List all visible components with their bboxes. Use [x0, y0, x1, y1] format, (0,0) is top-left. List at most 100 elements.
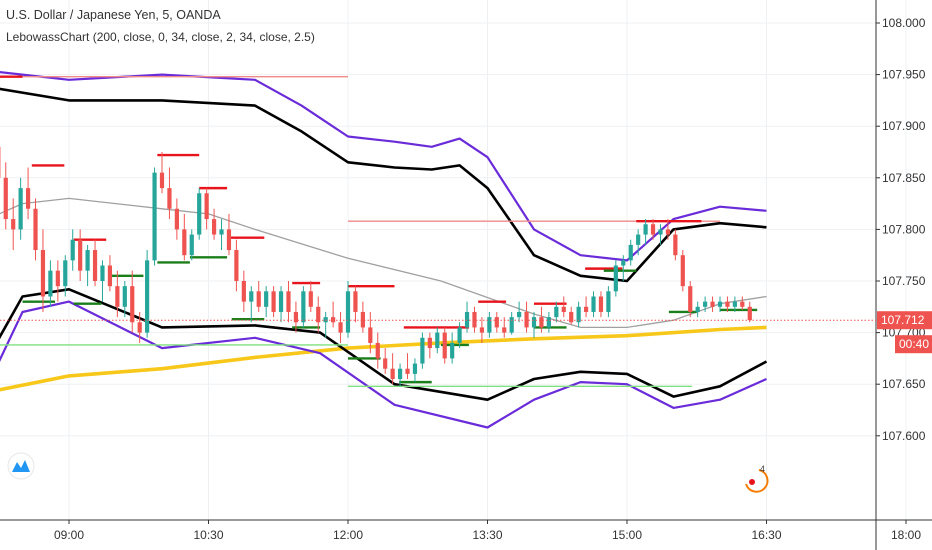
x-tick-label: 13:30: [472, 528, 502, 542]
candle-body: [211, 219, 217, 235]
candle-body: [494, 317, 499, 328]
candle-body: [145, 260, 150, 333]
moving-averages: [0, 70, 768, 429]
tradingview-logo-icon[interactable]: [7, 452, 35, 480]
candle-body: [353, 291, 358, 312]
candle-body: [688, 286, 693, 312]
candle-body: [464, 311, 470, 328]
candle-body: [92, 250, 98, 281]
countdown-badge: [895, 335, 932, 354]
candle-body: [509, 317, 514, 333]
candle-body: [256, 291, 261, 307]
candle-body: [122, 286, 127, 307]
y-tick-label: 107.950: [882, 68, 926, 82]
candle-body: [167, 188, 172, 209]
candle-body: [717, 301, 723, 307]
candle-body: [264, 291, 269, 307]
y-tick-label: 107.600: [882, 429, 926, 443]
candle-body: [643, 224, 648, 235]
candle-body: [360, 311, 365, 328]
candle-body: [78, 239, 83, 271]
candle-body: [673, 234, 678, 256]
x-tick-label: 18:00: [891, 528, 921, 542]
candle-body: [219, 229, 224, 235]
candle-body: [130, 286, 135, 323]
candle-body: [636, 234, 641, 245]
candle-body: [576, 306, 581, 323]
candle-body: [569, 311, 574, 323]
candle-body: [345, 291, 351, 333]
candle-body: [546, 317, 551, 328]
y-tick-label: 107.900: [882, 119, 926, 133]
candle-body: [241, 281, 246, 302]
candle-body: [308, 291, 313, 307]
candle-body: [383, 358, 388, 369]
candle-body: [405, 368, 410, 374]
countdown-label: 00:40: [899, 337, 929, 351]
candle-body: [115, 286, 120, 307]
candle-body: [331, 317, 336, 323]
candle-body: [487, 317, 492, 333]
candle-body: [390, 368, 395, 380]
candle-body: [457, 327, 462, 343]
candle-body: [583, 306, 589, 312]
candle-body: [613, 265, 618, 292]
candle-body: [554, 306, 559, 318]
candle-body: [159, 172, 165, 189]
candle-body: [524, 311, 529, 328]
candle-body: [539, 317, 544, 328]
x-tick-label: 10:30: [193, 528, 223, 542]
x-tick-label: 15:00: [612, 528, 642, 542]
candle-body: [368, 327, 373, 343]
candle-body: [197, 193, 202, 235]
candle-body: [85, 250, 90, 271]
candle-body: [249, 291, 254, 302]
candle-body: [174, 208, 179, 230]
candle-body: [70, 239, 75, 261]
candle-body: [650, 224, 656, 235]
candle-body: [621, 260, 626, 266]
candle-body: [502, 327, 507, 333]
y-tick-label: 107.650: [882, 377, 926, 391]
candle-body: [204, 193, 209, 220]
candle-body: [412, 363, 418, 374]
candle-body: [561, 306, 566, 312]
candle-body: [710, 301, 715, 307]
candle-body: [152, 172, 157, 261]
candle-body: [316, 306, 321, 323]
y-tick-label: 107.850: [882, 171, 926, 185]
series-line-mid: [0, 87, 767, 283]
candle-body: [100, 265, 105, 281]
candle-body: [18, 188, 23, 230]
candle-body: [591, 296, 596, 312]
candle-body: [442, 332, 447, 359]
candle-body: [48, 270, 53, 297]
candle-body: [732, 301, 737, 307]
current-price-badge: [877, 311, 932, 330]
candle-body: [397, 368, 403, 380]
candle-body: [450, 342, 455, 359]
y-tick-label: 107.800: [882, 222, 926, 236]
candle-body: [740, 301, 745, 307]
candle-body: [531, 317, 537, 328]
candle-body: [658, 229, 663, 235]
series-line-lower2: [0, 288, 768, 401]
candle-body: [517, 311, 522, 318]
candle-body: [63, 260, 68, 287]
candle-body: [293, 311, 299, 323]
symbol-title[interactable]: U.S. Dollar / Japanese Yen, 5, OANDA: [6, 8, 221, 22]
candle-body: [182, 229, 187, 256]
candle-body: [25, 188, 31, 209]
indicator-legend[interactable]: LebowassChart (200, close, 0, 34, close,…: [6, 30, 315, 44]
candle-body: [40, 250, 46, 297]
candle-body: [278, 291, 284, 312]
alert-badge[interactable]: 4: [745, 464, 769, 493]
candle-body: [286, 291, 291, 312]
candle-body: [725, 301, 730, 307]
candle-body: [107, 265, 113, 287]
candle-body: [226, 229, 232, 251]
current-price-label: 107.712: [881, 313, 925, 327]
